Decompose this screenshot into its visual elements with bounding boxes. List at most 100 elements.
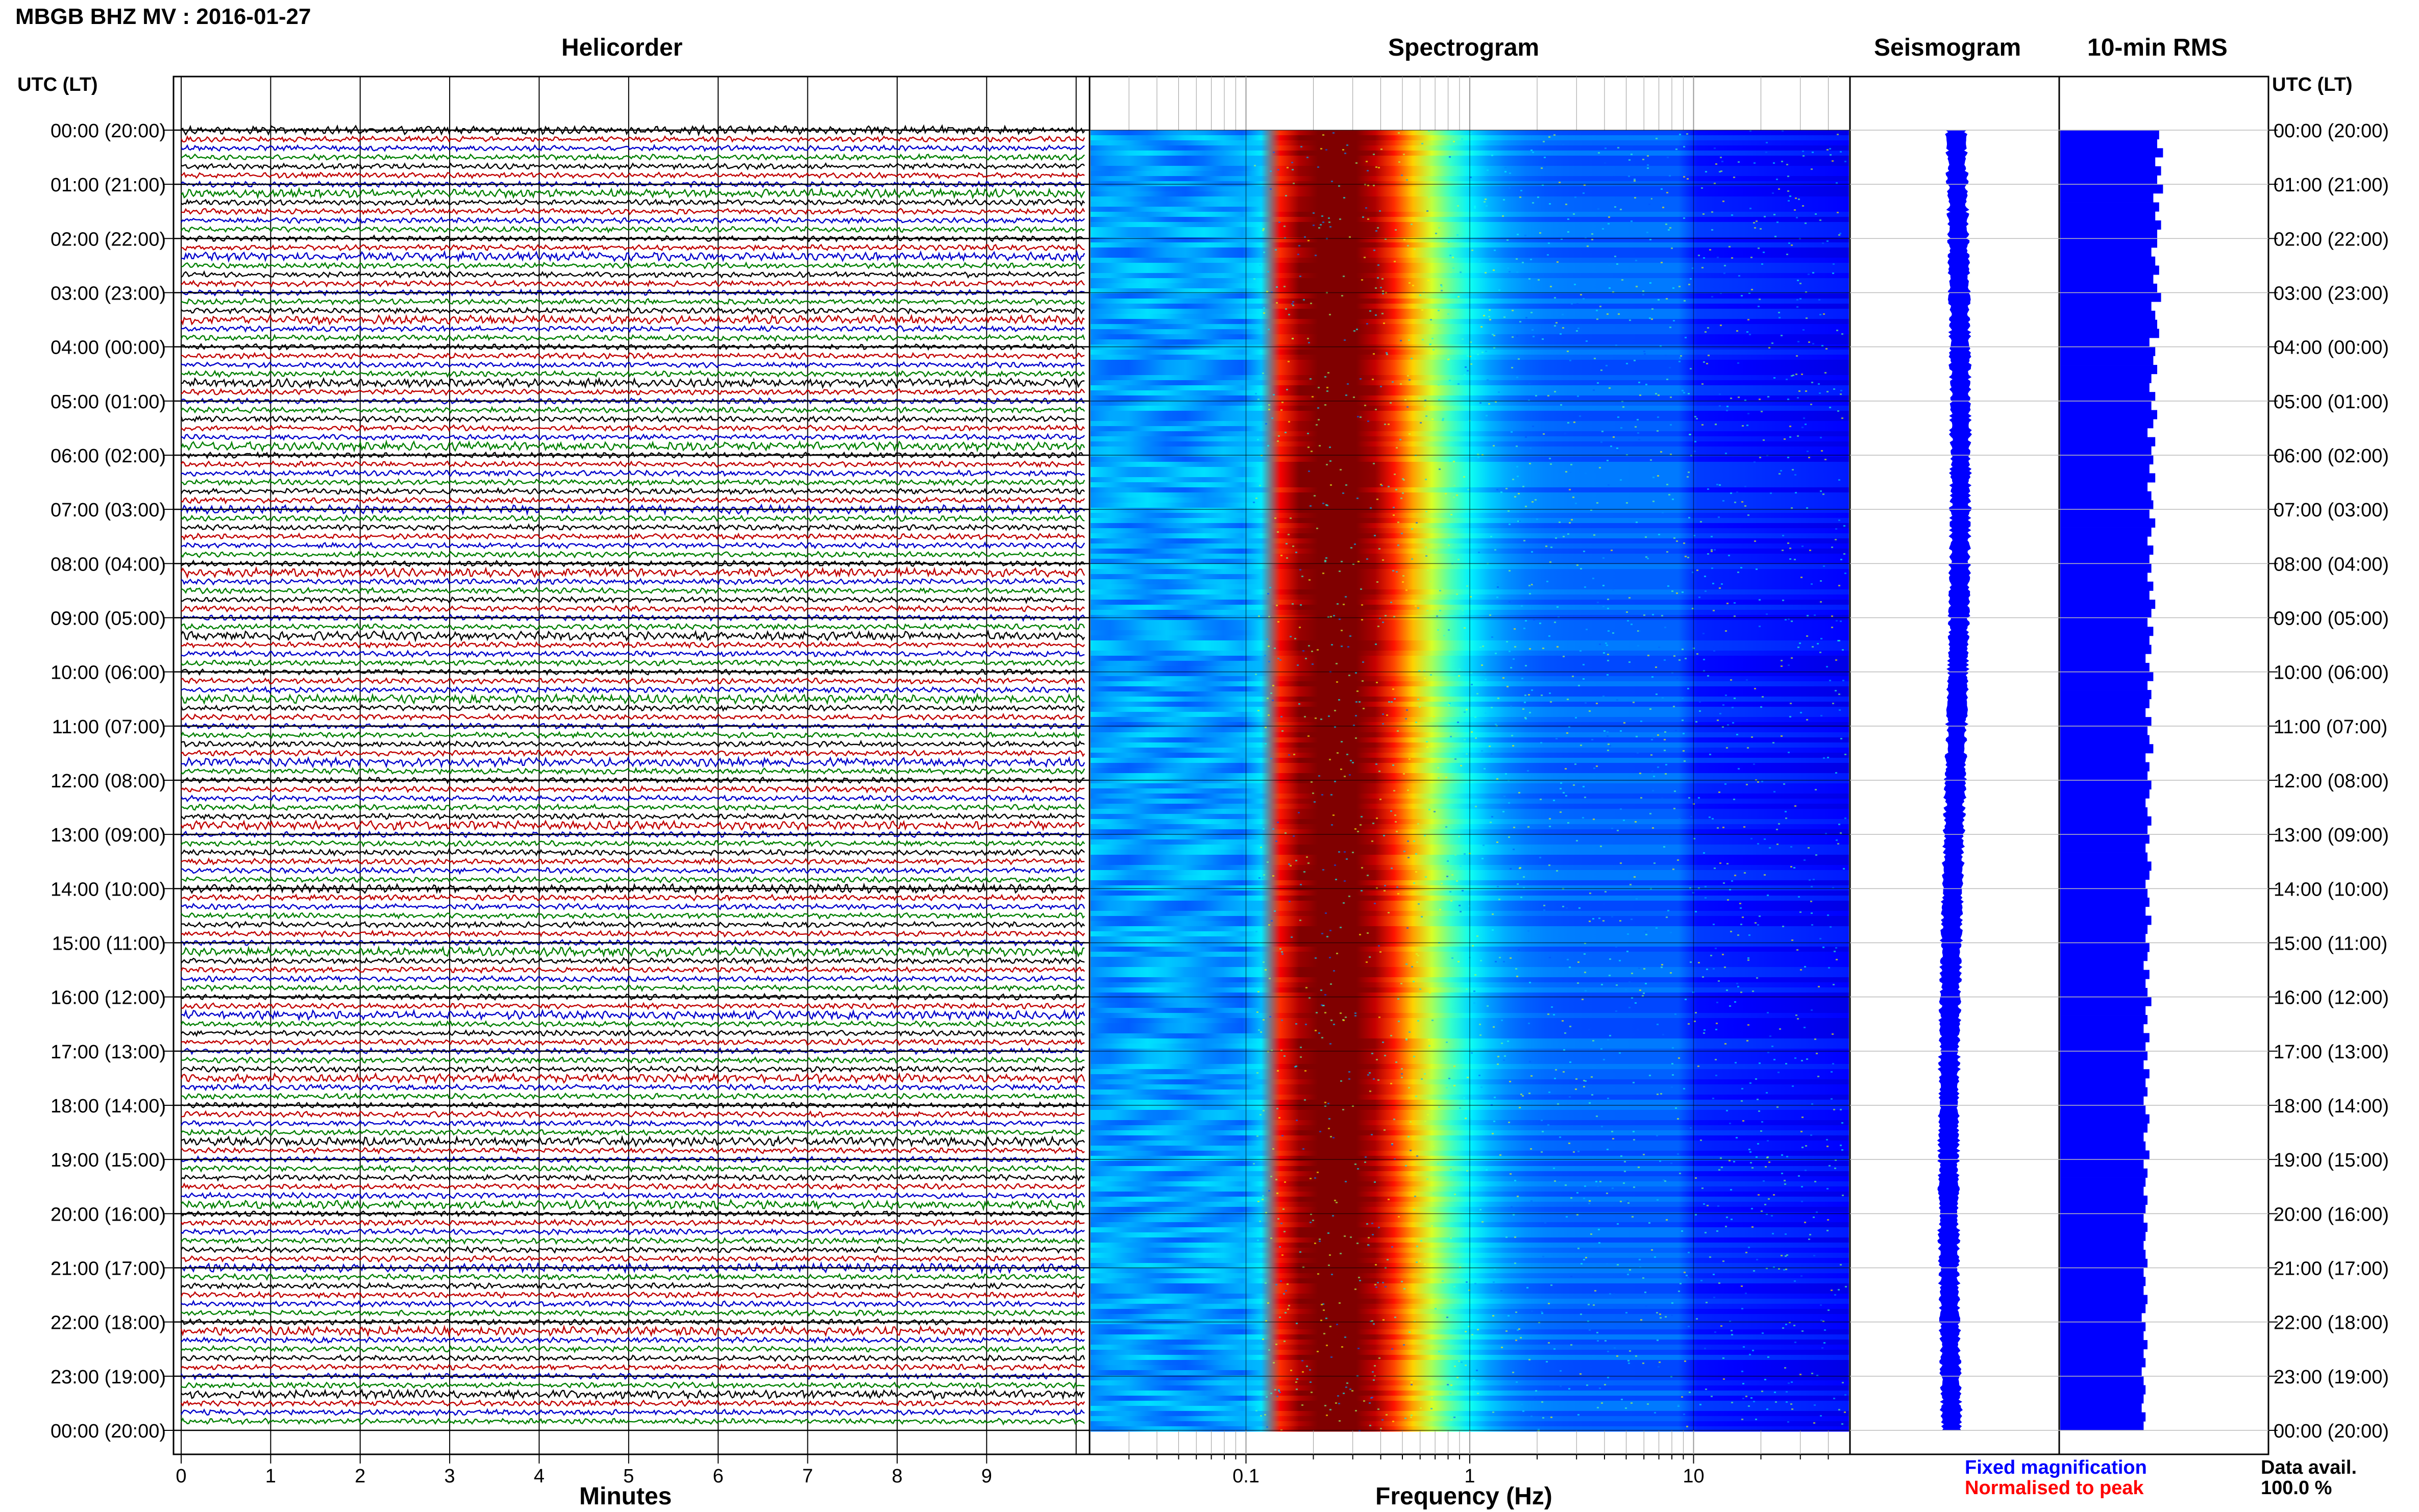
spectrogram-speckle <box>1327 372 1329 374</box>
spectrogram-speckle <box>1438 1351 1440 1352</box>
spectrogram-speckle <box>1758 306 1760 307</box>
spectrogram-speckle <box>1278 1390 1280 1392</box>
time-axis-header-right: UTC (LT) <box>2272 74 2353 95</box>
spectrogram-speckle <box>1792 469 1794 470</box>
rms-bar <box>2060 627 2154 636</box>
spectrogram-speckle <box>1797 435 1799 437</box>
spectrogram-speckle <box>1525 620 1527 622</box>
spectrogram-speckle <box>1597 208 1599 210</box>
spectrogram-speckle <box>1664 1180 1666 1182</box>
helicorder-trace <box>181 1029 1085 1037</box>
spectrogram-speckle <box>1496 489 1498 490</box>
spectrogram-speckle <box>1349 1389 1351 1390</box>
time-label-left: 04:00 (00:00) <box>51 337 166 359</box>
spectrogram-speckle <box>1449 703 1451 704</box>
spectrogram-speckle <box>1729 889 1731 890</box>
spectrogram-speckle <box>1569 360 1571 361</box>
spectrogram-speckle <box>1649 282 1651 284</box>
helicorder-trace <box>181 803 1085 812</box>
spectrogram-speckle <box>1495 961 1497 962</box>
spectrogram-speckle <box>1619 960 1621 961</box>
spectrogram-speckle <box>1364 257 1366 258</box>
rms-bar <box>2060 987 2148 998</box>
spectrogram-speckle <box>1747 747 1749 749</box>
spectrogram-speckle <box>1512 745 1514 747</box>
spectrogram-speckle <box>1659 1313 1661 1315</box>
spectrogram-speckle <box>1597 1185 1599 1187</box>
spectrogram-speckle <box>1664 731 1666 733</box>
spectrogram-speckle <box>1381 1419 1384 1421</box>
spectrogram-speckle <box>1332 1215 1334 1217</box>
spectrogram-speckle <box>1761 781 1763 782</box>
spectrogram-speckle <box>1312 792 1314 794</box>
spectrogram-speckle <box>1726 989 1728 991</box>
spectrogram-speckle <box>1268 329 1270 330</box>
spectrogram-speckle <box>1317 1351 1319 1352</box>
rms-bar <box>2060 220 2161 230</box>
spectrogram-speckle <box>1611 550 1613 551</box>
rms-bar <box>2060 1277 2146 1286</box>
helicorder-trace <box>181 270 1085 279</box>
spectrogram-speckle <box>1471 1052 1473 1054</box>
spectrogram-speckle <box>1814 614 1816 616</box>
spectrogram-speckle <box>1562 906 1564 907</box>
spectrogram-speckle <box>1429 329 1431 331</box>
spectrogram-speckle <box>1508 1122 1510 1123</box>
spectrogram-speckle <box>1319 1238 1321 1240</box>
spectrogram-speckle <box>1672 1074 1674 1076</box>
spectrogram-speckle <box>1618 313 1620 315</box>
spectrogram-speckle <box>1702 976 1704 978</box>
freq-tick-label: 0.1 <box>1232 1466 1260 1487</box>
helicorder-trace <box>181 812 1085 821</box>
spectrogram-speckle <box>1398 1021 1400 1022</box>
spectrogram-speckle <box>1514 1262 1516 1264</box>
spectrogram-speckle <box>1477 354 1479 355</box>
spectrogram-speckle <box>1374 1284 1376 1285</box>
spectrogram-speckle <box>1832 1063 1834 1064</box>
spectrogram-speckle <box>1360 588 1362 590</box>
spectrogram-speckle <box>1670 972 1672 974</box>
spectrogram-speckle <box>1275 249 1277 251</box>
spectrogram-speckle <box>1430 319 1432 320</box>
spectrogram-speckle <box>1803 329 1805 331</box>
minute-tick-label: 8 <box>892 1466 902 1487</box>
spectrogram-speckle <box>1621 1399 1623 1400</box>
spectrogram-speckle <box>1447 313 1449 315</box>
spectrogram-speckle <box>1268 1190 1270 1192</box>
spectrogram-speckle <box>1508 1315 1510 1317</box>
spectrogram-speckle <box>1278 1117 1280 1119</box>
time-label-right: 06:00 (02:00) <box>2274 445 2389 467</box>
spectrogram-speckle <box>1405 1038 1408 1039</box>
spectrogram-speckle <box>1516 1381 1518 1383</box>
spectrogram-speckle <box>1270 1176 1272 1177</box>
spectrogram-speckle <box>1560 1385 1562 1387</box>
spectrogram-speckle <box>1843 525 1845 527</box>
spectrogram-speckle <box>1366 323 1368 325</box>
spectrogram-speckle <box>1375 1286 1377 1288</box>
spectrogram-speckle <box>1511 431 1513 433</box>
spectrogram-speckle <box>1826 391 1829 392</box>
spectrogram-speckle <box>1484 201 1486 203</box>
time-label-right: 11:00 (07:00) <box>2274 716 2387 738</box>
spectrogram-speckle <box>1376 817 1378 819</box>
spectrogram-speckle <box>1494 1097 1496 1098</box>
spectrogram-speckle <box>1448 544 1450 546</box>
spectrogram-speckle <box>1382 713 1384 715</box>
minute-tick-label: 5 <box>623 1466 634 1487</box>
spectrogram-speckle <box>1528 694 1530 696</box>
spectrogram-speckle <box>1341 646 1343 647</box>
spectrogram-speckle <box>1473 990 1475 992</box>
spectrogram-speckle <box>1312 396 1314 398</box>
spectrogram-speckle <box>1799 911 1801 913</box>
spectrogram-speckle <box>1418 670 1420 672</box>
spectrogram-speckle <box>1447 359 1449 360</box>
spectrogram-speckle <box>1773 377 1775 379</box>
rms-bar <box>2060 662 2150 673</box>
spectrogram-speckle <box>1333 615 1335 616</box>
spectrogram-speckle <box>1690 1127 1692 1129</box>
spectrogram-speckle <box>1558 616 1560 618</box>
helicorder-title: Helicorder <box>561 34 683 61</box>
spectrogram-speckle <box>1282 1208 1285 1210</box>
spectrogram-speckle <box>1639 773 1641 774</box>
spectrogram-speckle <box>1528 1023 1530 1024</box>
